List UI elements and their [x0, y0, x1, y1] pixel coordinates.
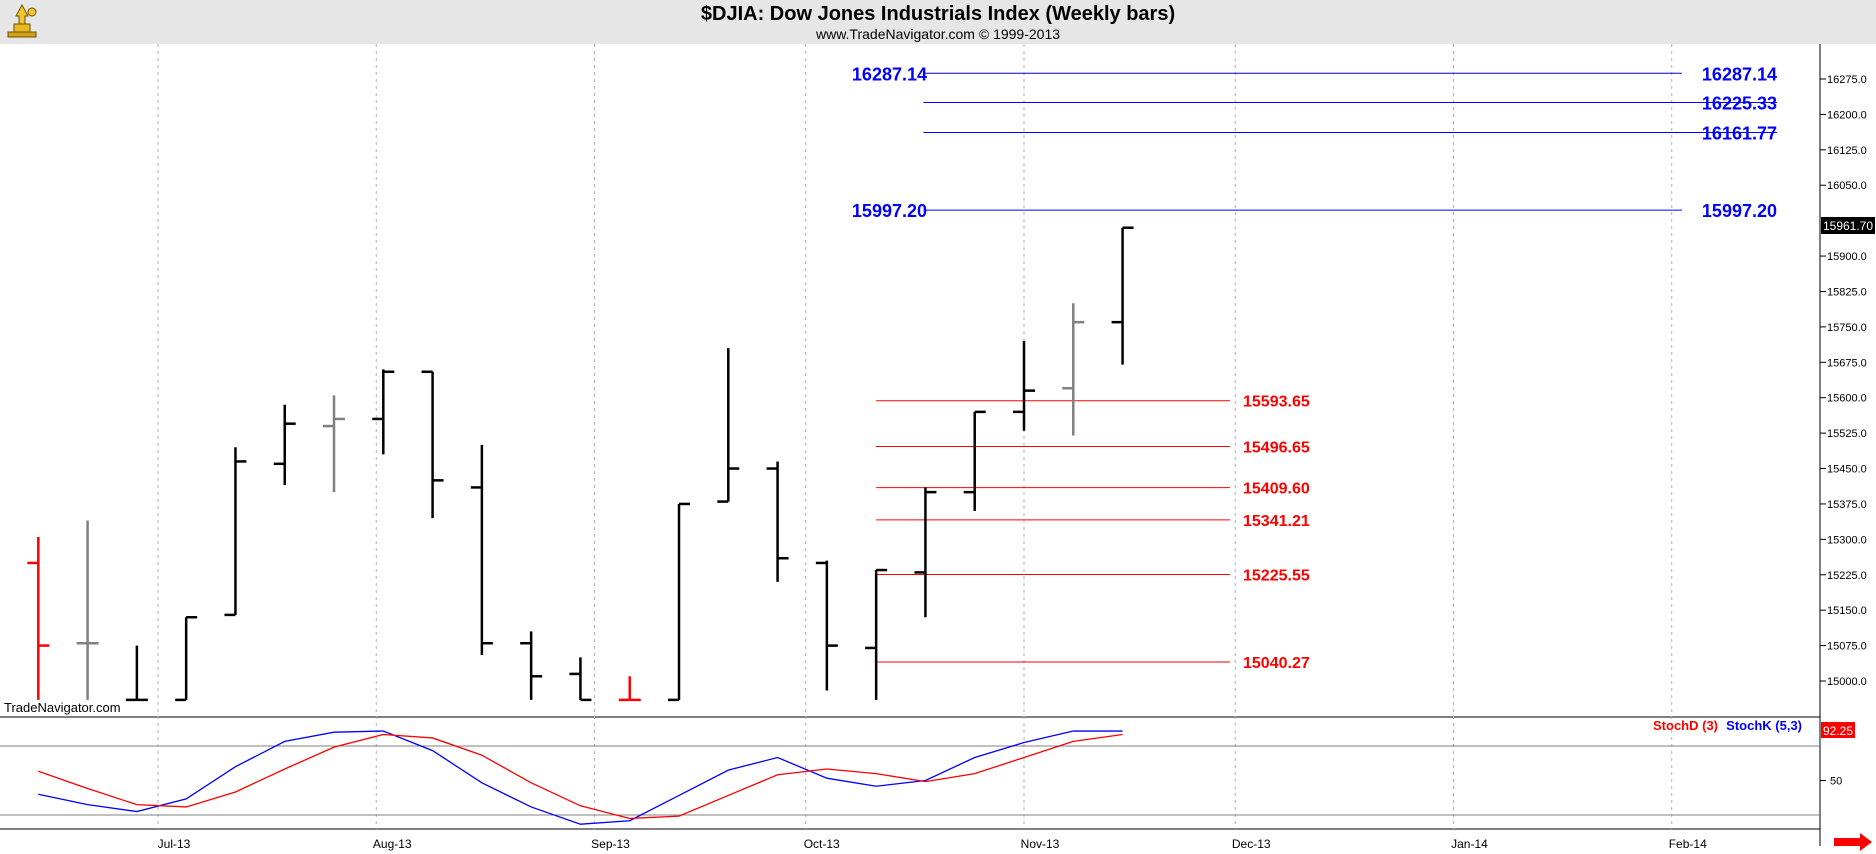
resistance-label: 16161.77 — [1702, 123, 1777, 143]
ohlc-bar — [865, 568, 888, 700]
ohlc-bar — [618, 676, 641, 702]
y-tick-label: 15225.0 — [1827, 570, 1867, 582]
legend-stoch-k: StochK (5,3) — [1726, 718, 1802, 733]
stoch-series-line — [38, 733, 1123, 820]
x-tick-label: Jul-13 — [158, 837, 191, 851]
x-tick-label: Feb-14 — [1669, 837, 1707, 851]
support-label: 15409.60 — [1243, 481, 1310, 498]
x-tick-label: Oct-13 — [804, 837, 840, 851]
ohlc-bar — [76, 520, 99, 700]
stoch-series-line — [38, 730, 1123, 825]
ohlc-bar — [125, 645, 148, 702]
ohlc-bar — [372, 369, 395, 455]
y-tick-label: 15450.0 — [1827, 464, 1867, 476]
x-tick-label: Jan-14 — [1451, 837, 1488, 851]
tradenavigator-logo-icon — [7, 3, 37, 38]
y-tick-label: 15600.0 — [1827, 393, 1867, 405]
resistance-label: 16287.14 — [852, 64, 927, 84]
ohlc-bar — [520, 631, 543, 700]
y-tick-label: 15900.0 — [1827, 251, 1867, 263]
chart-header — [0, 0, 1876, 44]
ohlc-bar — [323, 395, 346, 493]
resistance-label: 15997.20 — [1702, 201, 1777, 221]
y-tick-label: 15000.0 — [1827, 676, 1867, 688]
ohlc-bar — [668, 502, 691, 702]
stoch-last-badge — [1821, 722, 1855, 738]
ohlc-bars — [27, 226, 1134, 702]
ohlc-bar — [766, 461, 789, 582]
x-tick-label: Aug-13 — [373, 837, 412, 851]
y-tick-label: 16050.0 — [1827, 180, 1867, 192]
ohlc-bar — [914, 487, 937, 618]
x-tick-label: Sep-13 — [591, 837, 630, 851]
ohlc-bar — [175, 616, 198, 702]
ohlc-bar — [224, 447, 247, 617]
y-tick-label: 15075.0 — [1827, 641, 1867, 653]
y-tick-label: 16125.0 — [1827, 145, 1867, 157]
stochastic-pane: 50 — [0, 730, 1842, 825]
last-price-badge — [1821, 217, 1875, 234]
y-tick-label: 15300.0 — [1827, 534, 1867, 546]
last-price-label: 15961.70 — [1823, 219, 1873, 233]
ohlc-bar — [1062, 303, 1085, 436]
scroll-right-arrow-icon[interactable] — [1834, 833, 1872, 851]
y-tick-label: 15525.0 — [1827, 428, 1867, 440]
y-tick-label: 16200.0 — [1827, 109, 1867, 121]
watermark-text: TradeNavigator.com — [4, 700, 121, 715]
vertical-gridlines — [157, 44, 1673, 829]
y-tick-label: 15375.0 — [1827, 499, 1867, 511]
y-tick-label: 15150.0 — [1827, 605, 1867, 617]
ohlc-bar — [1013, 341, 1035, 431]
ohlc-bar — [470, 444, 493, 656]
legend-stoch-d: StochD (3) — [1653, 718, 1718, 733]
x-tick-label: Dec-13 — [1232, 837, 1271, 851]
ohlc-bar — [273, 404, 296, 486]
stoch-last-label: 92.25 — [1823, 724, 1853, 738]
support-label: 15341.21 — [1243, 513, 1310, 530]
ohlc-bar — [963, 410, 986, 512]
ohlc-bar — [1111, 226, 1134, 365]
ohlc-bar — [815, 560, 838, 691]
stoch-y-tick-label: 50 — [1830, 776, 1842, 788]
y-tick-label: 15825.0 — [1827, 286, 1867, 298]
y-tick-label: 15750.0 — [1827, 322, 1867, 334]
resistance-label: 16225.33 — [1702, 93, 1777, 113]
support-label: 15593.65 — [1243, 394, 1310, 411]
chart-subtitle: www.TradeNavigator.com © 1999-2013 — [815, 26, 1061, 42]
x-tick-label: Nov-13 — [1021, 837, 1060, 851]
y-tick-label: 16275.0 — [1827, 74, 1867, 86]
resistance-label: 15997.20 — [852, 201, 927, 221]
ohlc-bar — [717, 348, 740, 503]
price-axis: 15000.0 15075.0 15150.0 15225.0 15300.0 15375… — [1820, 74, 1867, 688]
support-label: 15040.27 — [1243, 655, 1310, 672]
price-levels: 16287.14 16287.14 16225.33 16161.77 15997.20… — [852, 64, 1777, 672]
ohlc-bar — [421, 370, 444, 519]
support-label: 15225.55 — [1243, 568, 1310, 585]
resistance-label: 16287.14 — [1702, 64, 1777, 84]
y-tick-label: 15675.0 — [1827, 357, 1867, 369]
support-label: 15496.65 — [1243, 440, 1310, 457]
ohlc-bar — [27, 536, 50, 700]
date-axis: Jul-13 Aug-13 Sep-13 Oct-13 Nov-13 Dec-13 Jan-… — [158, 837, 1707, 851]
chart-title: $DJIA: Dow Jones Industrials Index (Week… — [700, 3, 1176, 25]
ohlc-bar — [569, 657, 592, 702]
